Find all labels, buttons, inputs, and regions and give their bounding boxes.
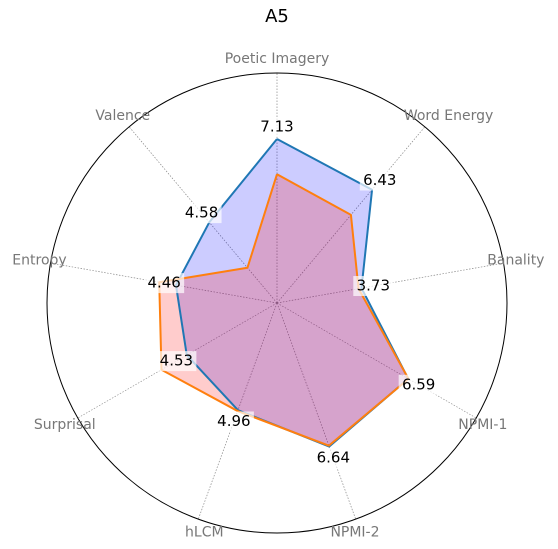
value-label-text: 4.53 bbox=[160, 352, 193, 370]
value-label-bg bbox=[359, 170, 400, 191]
axis-label: NPMI-1 bbox=[458, 417, 507, 433]
value-label: 4.58 bbox=[181, 203, 222, 224]
value-label-text: 4.58 bbox=[185, 204, 218, 222]
axis-label: Entropy bbox=[12, 253, 66, 269]
axis-label: Valence bbox=[95, 108, 150, 124]
value-label-bg bbox=[398, 374, 439, 395]
value-label: 7.13 bbox=[257, 117, 297, 138]
value-label-text: 6.59 bbox=[402, 375, 435, 393]
value-label-text: 6.64 bbox=[317, 448, 350, 466]
series-line bbox=[158, 173, 410, 447]
value-label-bg bbox=[213, 411, 254, 432]
value-label-bg bbox=[156, 351, 197, 372]
series-area bbox=[159, 174, 409, 446]
value-label: 6.64 bbox=[313, 447, 354, 468]
value-label: 6.43 bbox=[359, 170, 400, 191]
axis-label: NPMI-2 bbox=[330, 524, 379, 540]
value-label-bg bbox=[257, 117, 297, 138]
axis-label: Word Energy bbox=[404, 108, 493, 124]
value-label: 4.53 bbox=[156, 351, 197, 372]
value-label-text: 4.46 bbox=[147, 274, 180, 292]
value-label-bg bbox=[144, 273, 185, 294]
chart-title: A5 bbox=[265, 6, 289, 27]
axis-label: hLCM bbox=[185, 524, 224, 540]
value-label-text: 6.43 bbox=[363, 171, 396, 189]
axis-label: Surprisal bbox=[34, 417, 96, 433]
value-label-bg bbox=[313, 447, 354, 468]
value-label: 4.96 bbox=[213, 411, 254, 432]
value-label: 4.46 bbox=[144, 273, 185, 294]
axis-label: Banality bbox=[487, 253, 544, 269]
spoke bbox=[276, 302, 477, 419]
axis-label: Poetic Imagery bbox=[225, 51, 330, 67]
value-label-text: 7.13 bbox=[260, 118, 293, 136]
value-label-text: 3.73 bbox=[357, 277, 390, 295]
outer-ring bbox=[46, 72, 508, 534]
value-label-bg bbox=[353, 276, 394, 297]
value-label-bg bbox=[181, 203, 222, 224]
value-label: 3.73 bbox=[353, 276, 394, 297]
value-label: 6.59 bbox=[398, 374, 439, 395]
value-label-text: 4.96 bbox=[217, 412, 250, 430]
spoke bbox=[276, 302, 356, 520]
